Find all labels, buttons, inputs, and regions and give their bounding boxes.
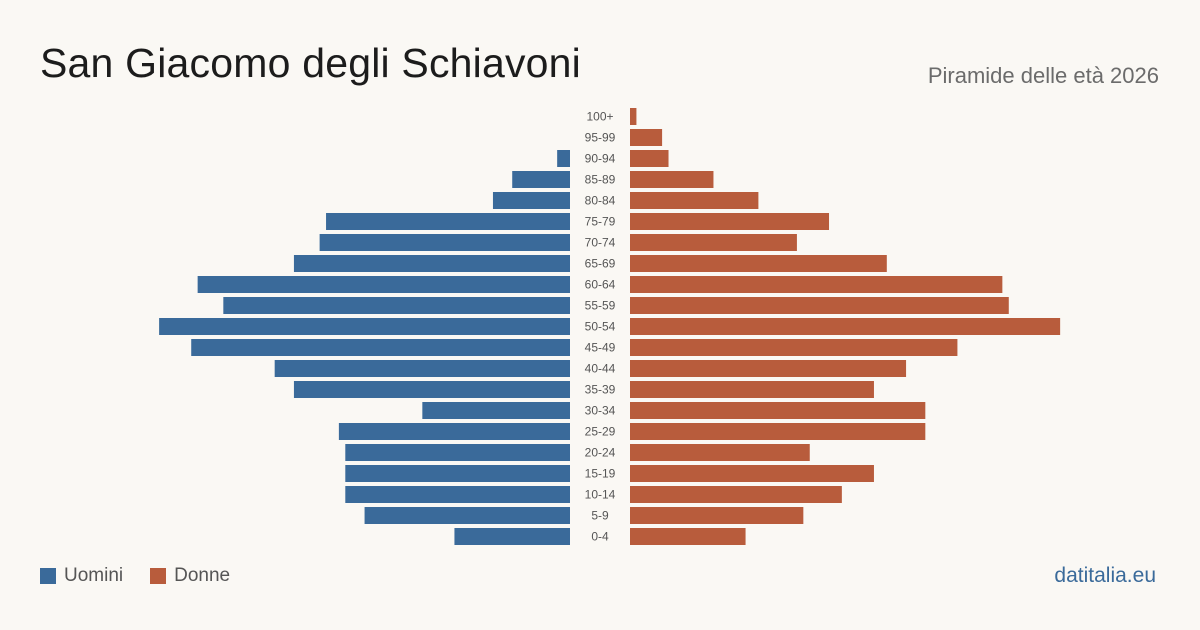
bar-men-10-14 (345, 486, 570, 503)
age-label-80-84: 80-84 (585, 194, 616, 208)
legend: Uomini Donne (40, 565, 257, 587)
bar-women-10-14 (630, 486, 842, 503)
bar-women-20-24 (630, 444, 810, 461)
bar-men-35-39 (293, 381, 570, 398)
legend-swatch-women (150, 568, 167, 584)
bar-women-15-19 (630, 465, 874, 482)
bar-men-25-29 (338, 423, 570, 440)
bar-women-90-94 (630, 150, 669, 167)
bar-men-0-4 (454, 528, 570, 545)
bar-men-65-69 (293, 255, 570, 272)
age-label-75-79: 75-79 (585, 215, 616, 229)
legend-item-men: Uomini (40, 565, 123, 587)
bar-women-5-9 (630, 507, 804, 524)
bar-men-85-89 (512, 171, 570, 188)
bar-men-20-24 (345, 444, 570, 461)
legend-swatch-men (40, 568, 56, 584)
age-label-20-24: 20-24 (585, 446, 616, 460)
age-label-90-94: 90-94 (585, 152, 616, 166)
bar-men-80-84 (492, 192, 570, 209)
bar-women-60-64 (630, 276, 1003, 293)
bar-women-40-44 (630, 360, 907, 377)
age-label-10-14: 10-14 (585, 488, 616, 502)
bar-women-0-4 (630, 528, 746, 545)
bar-men-55-59 (223, 297, 570, 314)
bar-women-70-74 (630, 234, 797, 251)
bar-women-25-29 (630, 423, 926, 440)
age-label-15-19: 15-19 (585, 467, 616, 481)
bar-women-75-79 (630, 213, 830, 230)
source-link[interactable]: datitalia.eu (1054, 564, 1156, 587)
bar-women-50-54 (630, 318, 1061, 335)
bar-women-30-34 (630, 402, 926, 419)
bar-men-60-64 (197, 276, 570, 293)
age-label-85-89: 85-89 (585, 173, 616, 187)
age-label-35-39: 35-39 (585, 383, 616, 397)
bar-women-95-99 (630, 129, 663, 146)
bar-women-85-89 (630, 171, 714, 188)
bar-women-45-49 (630, 339, 958, 356)
age-label-5-9: 5-9 (591, 509, 609, 523)
legend-label-women: Donne (174, 565, 231, 586)
age-label-95-99: 95-99 (585, 131, 616, 145)
bar-men-5-9 (364, 507, 570, 524)
age-label-55-59: 55-59 (585, 299, 616, 313)
age-label-25-29: 25-29 (585, 425, 616, 439)
age-label-30-34: 30-34 (585, 404, 616, 418)
bar-men-75-79 (326, 213, 570, 230)
legend-label-men: Uomini (64, 565, 124, 586)
bar-men-50-54 (159, 318, 570, 335)
bar-men-90-94 (557, 150, 570, 167)
bar-men-40-44 (274, 360, 570, 377)
age-label-60-64: 60-64 (585, 278, 616, 292)
age-label-45-49: 45-49 (585, 341, 616, 355)
age-label-70-74: 70-74 (585, 236, 616, 250)
bar-women-35-39 (630, 381, 874, 398)
bar-women-65-69 (630, 255, 887, 272)
bar-men-70-74 (319, 234, 570, 251)
legend-item-women: Donne (150, 565, 230, 587)
age-label-65-69: 65-69 (585, 257, 616, 271)
bar-men-30-34 (422, 402, 570, 419)
bar-men-45-49 (191, 339, 570, 356)
chart-title: San Giacomo degli Schiavoni (40, 40, 581, 86)
bar-women-55-59 (630, 297, 1009, 314)
age-label-100+: 100+ (586, 110, 613, 124)
age-label-0-4: 0-4 (591, 530, 609, 544)
bar-men-15-19 (345, 465, 570, 482)
bar-women-100+ (630, 108, 637, 125)
age-label-50-54: 50-54 (585, 320, 616, 334)
chart-subtitle: Piramide delle età 2026 (927, 63, 1159, 88)
bar-women-80-84 (630, 192, 759, 209)
age-label-40-44: 40-44 (585, 362, 616, 376)
